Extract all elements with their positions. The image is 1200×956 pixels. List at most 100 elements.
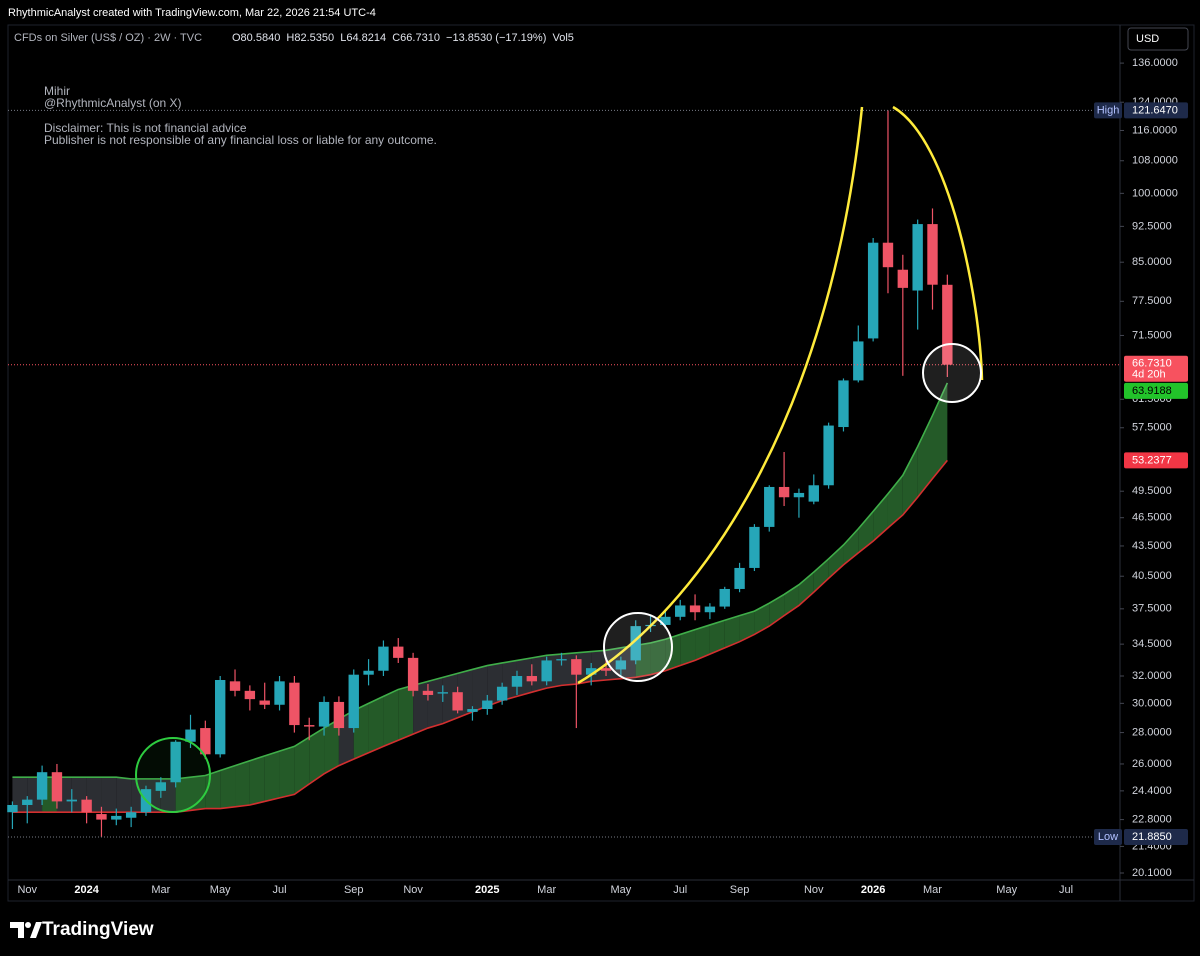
y-tick-label: 34.5000 xyxy=(1132,638,1172,650)
band-fill xyxy=(442,673,458,724)
y-tick-label: 116.0000 xyxy=(1132,124,1177,136)
x-tick-label: Mar xyxy=(537,884,556,896)
low-value: 21.8850 xyxy=(1132,831,1172,843)
band-fill xyxy=(235,760,250,807)
band-fill xyxy=(368,696,384,753)
low-tag: Low xyxy=(1098,831,1118,843)
candle-body xyxy=(897,269,909,288)
x-tick-label: 2025 xyxy=(475,884,499,896)
candle-body xyxy=(81,799,92,813)
band-fill xyxy=(932,382,948,479)
candle-body xyxy=(734,567,745,589)
candle-body xyxy=(600,668,612,671)
candle-body xyxy=(125,812,137,818)
y-tick-label: 37.5000 xyxy=(1132,603,1172,615)
band-value-box xyxy=(1124,382,1188,399)
annotation: Mihir xyxy=(44,84,70,98)
band-fill xyxy=(175,777,191,813)
band-fill xyxy=(324,719,339,774)
band-fill xyxy=(190,775,206,811)
logo-mark xyxy=(30,922,42,938)
y-tick-label: 22.8000 xyxy=(1132,814,1172,826)
highlight-circle xyxy=(135,737,211,813)
candle-body xyxy=(66,799,77,802)
high-tag: High xyxy=(1097,104,1120,116)
x-tick-label: May xyxy=(210,884,231,896)
currency-box[interactable] xyxy=(1127,27,1189,51)
axis-layer: 136.0000124.0000116.0000108.0000100.0000… xyxy=(17,57,1188,896)
band-fill xyxy=(798,572,814,606)
annotation: Publisher is not responsible of any fina… xyxy=(44,133,437,147)
candle-body xyxy=(778,486,790,498)
brand: TradingView xyxy=(42,919,154,940)
low-value-box xyxy=(1124,828,1188,845)
y-tick-label: 28.0000 xyxy=(1132,726,1172,738)
candle-layer xyxy=(7,110,953,837)
y-tick-label: 32.0000 xyxy=(1132,670,1172,682)
x-tick-label: Nov xyxy=(17,884,37,896)
y-tick-label: 30.0000 xyxy=(1132,697,1172,709)
candle-body xyxy=(689,605,701,613)
yellow-curve xyxy=(577,106,864,685)
high-tag-box xyxy=(1094,102,1122,119)
x-tick-label: Jul xyxy=(273,884,287,896)
candle-body xyxy=(719,588,730,607)
band-fill xyxy=(709,620,725,655)
marker-layer xyxy=(8,109,1120,838)
candle-body xyxy=(526,676,538,682)
currency[interactable]: USD xyxy=(1136,33,1159,45)
candle-body xyxy=(7,804,18,813)
candle-body xyxy=(363,670,374,675)
brand-logo xyxy=(10,922,42,938)
band-fill xyxy=(116,777,132,813)
candle-body xyxy=(244,690,256,700)
candle-body xyxy=(764,486,775,527)
y-tick-label: 71.5000 xyxy=(1132,329,1172,341)
candle-body xyxy=(496,686,508,701)
candle-body xyxy=(615,660,627,670)
candle-body xyxy=(853,341,864,381)
band-fill xyxy=(724,615,740,648)
candle-body xyxy=(378,646,389,671)
band-fill xyxy=(813,558,829,593)
band-value-box xyxy=(1124,452,1188,469)
band-fill xyxy=(650,639,666,675)
band-fill xyxy=(383,689,399,747)
band-fill xyxy=(695,624,710,661)
band-fill xyxy=(902,446,918,515)
y-tick-label: 46.5000 xyxy=(1132,512,1172,524)
y-tick-label: 40.5000 xyxy=(1132,570,1172,582)
candle-body xyxy=(437,692,448,694)
candle-body xyxy=(467,709,478,712)
highlight-circle xyxy=(603,612,673,682)
candle-body xyxy=(556,659,567,661)
candle-body xyxy=(823,425,834,486)
low-tag-box xyxy=(1094,828,1122,845)
x-tick-label: 2026 xyxy=(861,884,885,896)
candle-body xyxy=(96,814,107,820)
candle-body xyxy=(393,646,404,658)
band-fill xyxy=(887,475,903,528)
candle-body xyxy=(333,701,345,729)
candle-body xyxy=(808,485,819,502)
y-tick-label: 100.0000 xyxy=(1132,187,1178,199)
y-tick-label: 43.5000 xyxy=(1132,540,1172,552)
high-value-box xyxy=(1124,102,1188,119)
band-fill xyxy=(472,665,488,712)
candle-body xyxy=(793,492,805,498)
candle-body xyxy=(36,772,48,800)
x-tick-label: Nov xyxy=(403,884,423,896)
candle-body xyxy=(422,690,434,695)
y-tick-label: 24.4000 xyxy=(1132,785,1172,797)
candle-body xyxy=(51,772,63,802)
band-fill xyxy=(249,755,265,805)
candle-body xyxy=(942,284,953,365)
band-fill xyxy=(220,765,236,809)
x-tick-label: Sep xyxy=(344,884,364,896)
x-tick-label: Mar xyxy=(923,884,942,896)
candle-body xyxy=(229,681,241,691)
credit: RhythmicAnalyst created with TradingView… xyxy=(8,7,376,19)
last-price: 66.7310 xyxy=(1132,358,1172,370)
